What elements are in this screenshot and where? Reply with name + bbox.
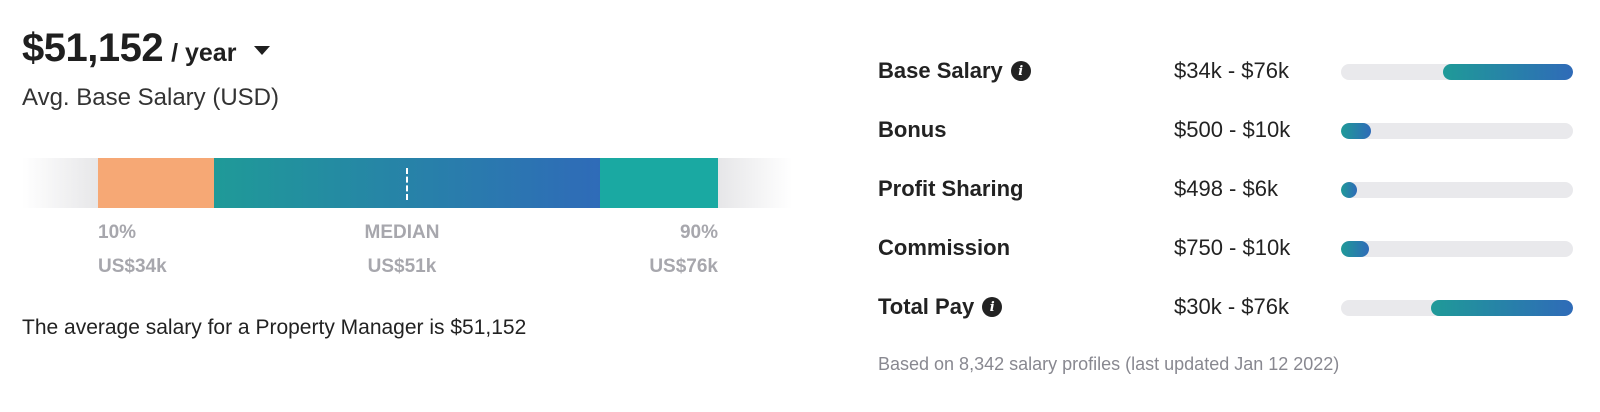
pay-row-label: Bonus bbox=[878, 117, 946, 143]
pay-range-fill bbox=[1341, 241, 1369, 257]
pay-row-range: $30k - $76k bbox=[1174, 294, 1289, 319]
p90-value: US$76k bbox=[649, 256, 718, 277]
bar-fade-left bbox=[22, 158, 100, 208]
segment-low bbox=[98, 158, 214, 208]
p10-value: US$34k bbox=[98, 256, 167, 277]
pay-row-label-text: Base Salary bbox=[878, 58, 1003, 83]
salary-summary-text: The average salary for a Property Manage… bbox=[22, 316, 527, 339]
pay-row-total-pay: Total Pay i $30k - $76k bbox=[878, 286, 1578, 326]
salary-distribution-bar bbox=[22, 158, 792, 208]
p90-label: 90% bbox=[679, 222, 718, 243]
salary-period: / year bbox=[171, 39, 237, 67]
pay-row-label: Commission bbox=[878, 235, 1010, 261]
pay-row-range: $498 - $6k bbox=[1174, 176, 1278, 201]
pay-breakdown: Base Salary i $34k - $76k Bonus $500 - $… bbox=[878, 0, 1578, 412]
pay-range-track bbox=[1341, 182, 1573, 198]
pay-range-track bbox=[1341, 300, 1573, 316]
bar-fade-right bbox=[718, 158, 792, 208]
pay-row-label: Base Salary i bbox=[878, 58, 1031, 84]
salary-overview: $51,152 / year Avg. Base Salary (USD) 10… bbox=[22, 0, 802, 412]
pay-range-track bbox=[1341, 241, 1573, 257]
median-label: MEDIAN bbox=[364, 222, 440, 243]
pay-row-range: $750 - $10k bbox=[1174, 235, 1291, 260]
pay-row-label: Profit Sharing bbox=[878, 176, 1023, 202]
pay-range-fill bbox=[1431, 300, 1573, 316]
salary-amount: $51,152 bbox=[22, 26, 164, 70]
pay-row-label-text: Total Pay bbox=[878, 294, 975, 319]
info-icon[interactable]: i bbox=[982, 297, 1003, 317]
pay-row-profit-sharing: Profit Sharing $498 - $6k bbox=[878, 168, 1578, 208]
p10-label: 10% bbox=[98, 222, 137, 243]
segment-high bbox=[600, 158, 718, 208]
chevron-down-icon[interactable] bbox=[254, 46, 271, 55]
pay-row-bonus: Bonus $500 - $10k bbox=[878, 109, 1578, 149]
pay-row-label: Total Pay i bbox=[878, 294, 1003, 320]
salary-subtitle: Avg. Base Salary (USD) bbox=[22, 84, 279, 111]
pay-row-base-salary: Base Salary i $34k - $76k bbox=[878, 50, 1578, 90]
salary-headline[interactable]: $51,152 / year bbox=[22, 26, 271, 71]
pay-range-track bbox=[1341, 123, 1573, 139]
pay-row-commission: Commission $750 - $10k bbox=[878, 227, 1578, 267]
salary-profiles-footnote: Based on 8,342 salary profiles (last upd… bbox=[878, 354, 1340, 374]
pay-range-fill bbox=[1341, 123, 1372, 139]
pay-range-fill bbox=[1341, 182, 1358, 198]
pay-row-range: $500 - $10k bbox=[1174, 117, 1291, 142]
pay-range-track bbox=[1341, 64, 1573, 80]
pay-row-label-text: Commission bbox=[878, 235, 1011, 260]
info-icon[interactable]: i bbox=[1010, 61, 1031, 81]
pay-row-label-text: Bonus bbox=[878, 117, 947, 142]
median-marker bbox=[406, 168, 408, 200]
median-value: US$51k bbox=[367, 256, 437, 277]
pay-range-fill bbox=[1443, 64, 1573, 80]
pay-row-label-text: Profit Sharing bbox=[878, 176, 1024, 201]
pay-row-range: $34k - $76k bbox=[1174, 58, 1289, 83]
